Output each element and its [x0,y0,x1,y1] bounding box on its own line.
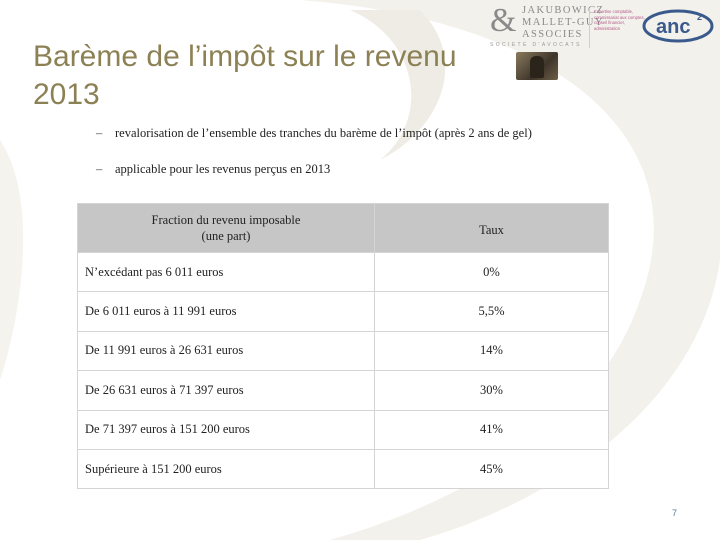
jmg-name: JAKUBOWICZ MALLET-GUY ASSOCIES [522,5,604,41]
jmg-logo: & JAKUBOWICZ MALLET-GUY ASSOCIES SOCIETE… [486,2,603,52]
bullet-item: – revalorisation de l’ensemble des tranc… [96,126,532,141]
slide-title: Barème de l’impôt sur le revenu 2013 [33,40,457,111]
jmg-line-2: MALLET-GUY [522,17,604,28]
page-number: 7 [671,508,677,518]
tranche-cell: De 26 631 euros à 71 397 euros [77,370,375,411]
logo-area: & JAKUBOWICZ MALLET-GUY ASSOCIES SOCIETE… [486,2,720,84]
table-row: Supérieure à 151 200 euros 45% [77,448,609,490]
taux-cell: 5,5% [374,291,609,332]
header-fraction-line-1: Fraction du revenu imposable [151,213,301,227]
bullet-text: revalorisation de l’ensemble des tranche… [115,126,532,140]
table-row: N’excédant pas 6 011 euros 0% [77,251,609,293]
logo-divider [589,8,590,48]
table-row: De 6 011 euros à 11 991 euros 5,5% [77,291,609,332]
tranche-cell: Supérieure à 151 200 euros [77,448,375,490]
tax-rate-table: Fraction du revenu imposable (une part) … [77,203,609,490]
tranche-cell: De 6 011 euros à 11 991 euros [77,291,375,332]
tranche-cell: De 71 397 euros à 151 200 euros [77,409,375,450]
tranche-cell: N’excédant pas 6 011 euros [77,251,375,293]
taux-cell: 30% [374,370,609,411]
anc-logo: anc 2 [642,9,714,43]
anc-name: anc [656,16,690,38]
taux-cell: 14% [374,330,609,372]
anc-tagline: Expertise comptable, commissariat aux co… [594,9,645,31]
table-header-row: Fraction du revenu imposable (une part) … [77,203,609,253]
bullet-list: – revalorisation de l’ensemble des tranc… [96,126,532,198]
bullet-text: applicable pour les revenus perçus en 20… [115,162,331,176]
table-row: De 71 397 euros à 151 200 euros 41% [77,409,609,450]
taux-cell: 0% [374,251,609,293]
tranche-cell: De 11 991 euros à 26 631 euros [77,330,375,372]
bullet-dash: – [96,162,103,176]
table-row: De 11 991 euros à 26 631 euros 14% [77,330,609,372]
jmg-ampersand: & [490,2,517,39]
taux-cell: 41% [374,409,609,450]
table-row: De 26 631 euros à 71 397 euros 30% [77,370,609,411]
team-photo [516,52,558,80]
header-fraction-line-2: (une part) [201,229,251,243]
bullet-dash: – [96,126,103,140]
header-taux: Taux [374,203,609,253]
header-fraction: Fraction du revenu imposable (une part) [77,203,375,253]
jmg-tagline: SOCIETE D'AVOCATS [490,42,582,48]
bullet-item: – applicable pour les revenus perçus en … [96,162,532,177]
anc-superscript: 2 [697,12,702,22]
jmg-line-1: JAKUBOWICZ [522,5,605,16]
jmg-line-3: ASSOCIES [522,29,583,40]
taux-cell: 45% [374,448,609,490]
